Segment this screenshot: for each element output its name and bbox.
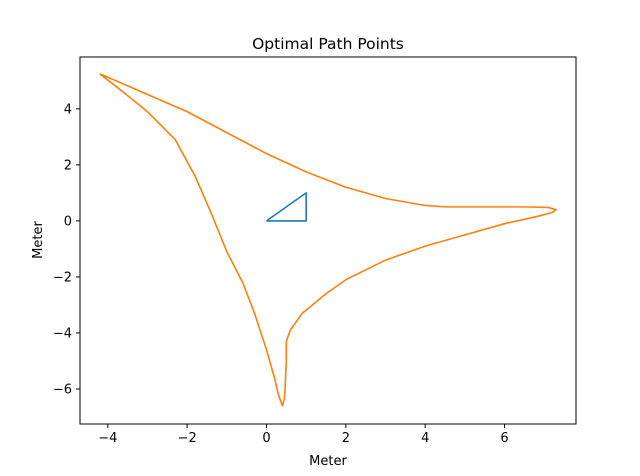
y-tick-label: −6 [53, 382, 72, 397]
y-tick-label: −2 [53, 270, 72, 285]
x-tick-label: 4 [421, 431, 429, 446]
plot-area: −4 −2 0 2 4 6 −6 −4 −2 0 2 4 [53, 56, 577, 446]
x-tick-label: −4 [98, 431, 117, 446]
y-tick-label: 2 [64, 158, 72, 173]
x-tick-label: −2 [178, 431, 197, 446]
x-tick-label: 0 [262, 431, 270, 446]
series-line-2 [99, 73, 557, 407]
plot-frame [79, 56, 577, 425]
y-tick-label: 0 [64, 214, 72, 229]
series-line-1 [266, 192, 307, 222]
y-axis-label: Meter [31, 221, 46, 259]
x-axis-label: Meter [309, 454, 347, 469]
y-axis-ticks: −6 −4 −2 0 2 4 [53, 102, 80, 397]
y-tick-label: 4 [64, 102, 72, 117]
chart-title: Optimal Path Points [252, 35, 404, 53]
x-axis-ticks: −4 −2 0 2 4 6 [98, 424, 509, 446]
x-tick-label: 6 [500, 431, 508, 446]
x-tick-label: 2 [342, 431, 350, 446]
series-layer [99, 73, 557, 407]
y-tick-label: −4 [53, 326, 72, 341]
